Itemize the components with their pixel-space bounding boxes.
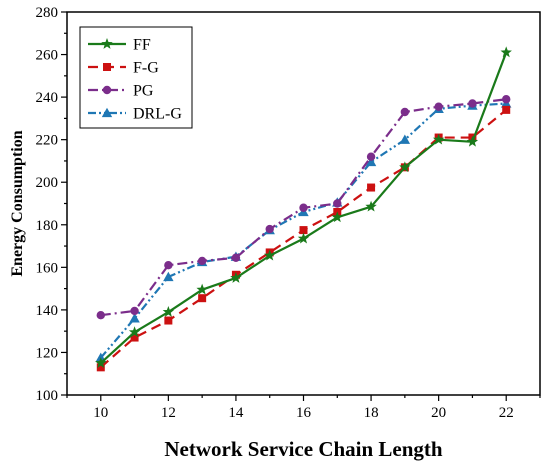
data-point-f-g <box>164 316 173 325</box>
legend: FF F-G PG DRL-G <box>79 26 193 129</box>
data-point-pg <box>333 199 342 208</box>
x-tick-label: 14 <box>228 405 244 421</box>
data-point-pg <box>164 261 173 270</box>
y-tick-label: 120 <box>36 345 59 361</box>
legend-entry-f-g: F-G <box>88 60 159 77</box>
data-point-pg <box>366 152 376 161</box>
data-point-ff <box>230 271 242 283</box>
y-tick-label: 240 <box>36 90 59 106</box>
legend-marker <box>101 38 113 49</box>
data-point-ff <box>162 306 175 317</box>
y-tick-label: 140 <box>36 303 59 319</box>
y-tick-label: 280 <box>36 5 59 21</box>
data-point-drl-g <box>163 271 174 282</box>
y-tick-label: 180 <box>36 218 59 234</box>
data-point-pg <box>502 95 511 104</box>
series-ff <box>95 46 512 368</box>
x-tick-label: 12 <box>161 405 176 421</box>
x-tick-label: 18 <box>364 405 379 421</box>
data-point-drl-g <box>129 313 140 323</box>
data-point-f-g <box>502 105 511 114</box>
data-point-ff <box>128 326 141 338</box>
y-axis-ticks: 100 120 140 160 180 200 220 240 260 280 <box>36 5 67 404</box>
data-point-ff <box>297 232 310 244</box>
legend-entry-drl-g: DRL-G <box>88 106 182 123</box>
data-point-f-g <box>367 183 376 192</box>
x-axis-ticks: 10 12 14 16 18 20 22 <box>66 395 541 421</box>
data-point-ff <box>399 161 411 173</box>
series-pg <box>96 95 511 320</box>
legend-entry-pg: PG <box>88 83 154 100</box>
data-point-drl-g <box>365 156 377 167</box>
x-tick-label: 20 <box>431 405 446 421</box>
legend-label: FF <box>133 37 151 54</box>
data-point-drl-g <box>399 134 411 144</box>
data-point-f-g <box>299 226 308 235</box>
y-axis-label: Energy Consumption <box>9 130 26 276</box>
legend-marker <box>101 107 113 118</box>
legend-label: PG <box>133 83 154 100</box>
y-tick-label: 220 <box>36 133 59 149</box>
data-point-pg <box>265 224 274 234</box>
data-point-pg <box>197 256 207 266</box>
x-tick-label: 22 <box>499 405 514 421</box>
y-tick-label: 100 <box>36 388 59 404</box>
data-point-pg <box>468 99 477 108</box>
legend-marker <box>102 85 112 95</box>
data-point-ff <box>196 283 208 295</box>
data-point-pg <box>96 311 105 320</box>
data-point-pg <box>299 203 308 212</box>
data-point-pg <box>434 102 443 111</box>
data-point-pg <box>231 253 241 262</box>
data-point-ff <box>466 135 479 147</box>
y-tick-label: 200 <box>36 175 59 191</box>
y-tick-label: 260 <box>36 48 59 64</box>
legend-entry-ff: FF <box>88 37 151 54</box>
series-layer <box>95 46 512 372</box>
data-point-pg <box>400 107 410 117</box>
data-point-ff <box>331 211 343 223</box>
data-point-ff <box>95 357 107 368</box>
data-point-ff <box>500 46 512 58</box>
data-point-ff <box>365 200 377 212</box>
data-point-f-g <box>130 333 139 342</box>
data-point-pg <box>130 306 139 316</box>
data-point-f-g <box>198 294 207 303</box>
data-point-f-g <box>96 363 105 372</box>
y-tick-label: 160 <box>36 260 59 276</box>
legend-label: DRL-G <box>133 106 182 123</box>
x-axis-label: Network Service Chain Length <box>164 437 443 461</box>
x-tick-label: 16 <box>296 405 312 421</box>
legend-label: F-G <box>133 60 159 77</box>
data-point-ff <box>264 249 276 261</box>
legend-marker <box>103 63 111 71</box>
data-point-ff <box>432 133 445 145</box>
x-tick-label: 10 <box>93 405 108 421</box>
